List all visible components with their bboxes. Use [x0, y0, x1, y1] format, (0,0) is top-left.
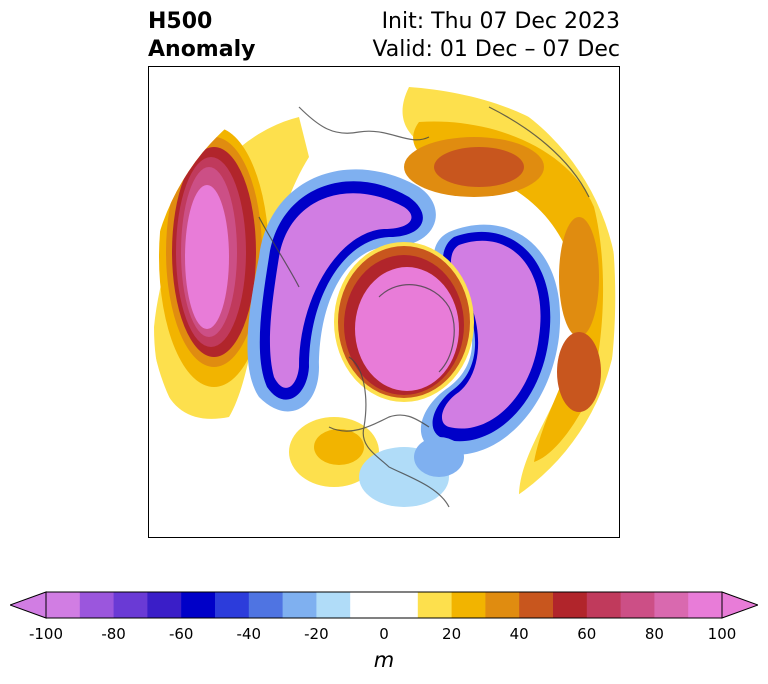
colorbar-cell [215, 592, 250, 618]
colorbar-tick-label: 0 [379, 625, 389, 643]
colorbar-max-extend [721, 591, 758, 619]
colorbar-cell [384, 592, 419, 618]
colorbar-cell [586, 592, 622, 618]
colorbar-tick-label: 100 [707, 625, 737, 643]
polar-trough-anomaly [247, 169, 436, 412]
colorbar-cell [519, 592, 554, 618]
colorbar-cell [79, 592, 115, 618]
map-canvas [149, 67, 619, 537]
title-right: Init: Thu 07 Dec 2023 Valid: 01 Dec – 07… [372, 8, 620, 64]
colorbar-tick-label: -60 [168, 625, 194, 643]
coastlines [258, 106, 590, 508]
title-left: H500 Anomaly [148, 8, 255, 64]
colorbar-tick-label: 60 [577, 625, 597, 643]
colorbar-cell [350, 592, 385, 618]
colorbar-tick-label: 80 [644, 625, 664, 643]
colorbar [10, 591, 758, 619]
colorbar-tick-label: 20 [442, 625, 462, 643]
colorbar-cell [113, 592, 148, 618]
colorbar-unit: m [373, 648, 395, 672]
init-time: Init: Thu 07 Dec 2023 [381, 9, 620, 34]
colorbar-tick-label: 40 [509, 625, 529, 643]
colorbar-cell [485, 592, 520, 618]
colorbar-cell [553, 592, 588, 618]
colorbar-tick-label: -100 [28, 625, 64, 643]
colorbar-cell [451, 592, 486, 618]
colorbar-cell [282, 592, 317, 618]
title-variable: H500 [148, 9, 213, 34]
anomaly-map [148, 66, 620, 538]
title-subtitle: Anomaly [148, 37, 256, 62]
colorbar-cell [316, 592, 351, 618]
east-us-trough-anomaly [359, 437, 464, 507]
colorbar-cell [248, 592, 284, 618]
valid-time: Valid: 01 Dec – 07 Dec [372, 37, 620, 62]
colorbar-tick-label: -80 [101, 625, 126, 643]
colorbar-cell [417, 592, 453, 618]
arctic-ridge-anomaly [334, 242, 474, 402]
pacific-ridge-anomaly [154, 117, 309, 419]
colorbar-cell [620, 592, 655, 618]
colorbar-tick-label: -20 [304, 625, 329, 643]
colorbar-cell [181, 592, 216, 618]
colorbar-cell [46, 592, 81, 618]
colorbar-cell [147, 592, 182, 618]
eurasia-ridge-anomaly [402, 87, 616, 497]
colorbar-min-extend [10, 591, 47, 619]
colorbar-tick-label: -40 [236, 625, 262, 643]
colorbar-cell [654, 592, 689, 618]
us-ridge-anomaly [289, 417, 379, 487]
colorbar-cell [688, 592, 723, 618]
